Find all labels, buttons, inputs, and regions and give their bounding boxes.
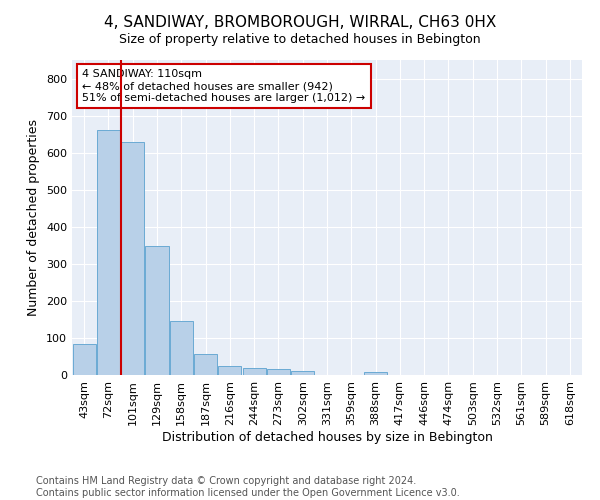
Text: Contains HM Land Registry data © Crown copyright and database right 2024.
Contai: Contains HM Land Registry data © Crown c… <box>36 476 460 498</box>
Text: 4, SANDIWAY, BROMBOROUGH, WIRRAL, CH63 0HX: 4, SANDIWAY, BROMBOROUGH, WIRRAL, CH63 0… <box>104 15 496 30</box>
Bar <box>145 246 169 375</box>
Y-axis label: Number of detached properties: Number of detached properties <box>28 119 40 316</box>
Bar <box>194 354 217 375</box>
Text: 4 SANDIWAY: 110sqm
← 48% of detached houses are smaller (942)
51% of semi-detach: 4 SANDIWAY: 110sqm ← 48% of detached hou… <box>82 70 365 102</box>
Bar <box>291 371 314 375</box>
Bar <box>267 369 290 375</box>
Bar <box>242 368 266 375</box>
Bar <box>364 372 387 375</box>
Bar <box>170 320 193 375</box>
Bar <box>121 142 144 375</box>
Bar <box>218 366 241 375</box>
Text: Size of property relative to detached houses in Bebington: Size of property relative to detached ho… <box>119 32 481 46</box>
Bar <box>73 344 95 375</box>
X-axis label: Distribution of detached houses by size in Bebington: Distribution of detached houses by size … <box>161 430 493 444</box>
Bar <box>97 130 120 375</box>
